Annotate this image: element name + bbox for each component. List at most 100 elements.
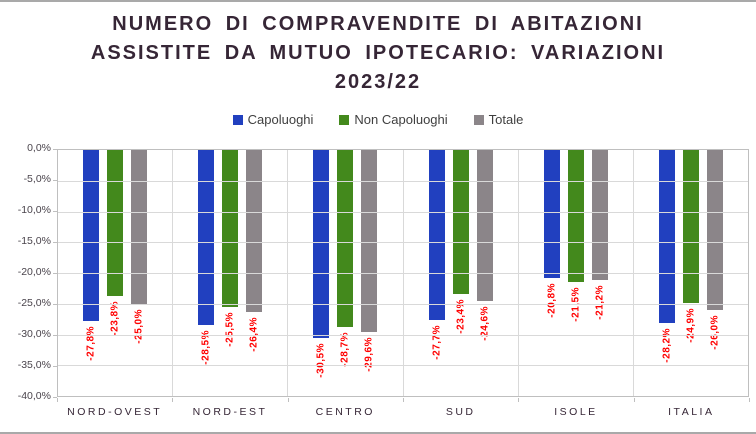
bar-totale <box>591 150 608 281</box>
bar-group-centro: -30,5% -28,7% -29,6% <box>288 150 404 396</box>
y-tick-mark <box>53 366 57 367</box>
y-tick-mark <box>53 335 57 336</box>
y-tick-mark <box>53 149 57 150</box>
bar-value-label: -23,8% <box>109 301 121 337</box>
chart-title: NUMERO DI COMPRAVENDITE DI ABITAZIONI AS… <box>0 10 756 97</box>
bar-value-label: -21,2% <box>594 285 606 321</box>
x-axis-label-nord-ovest: NORD-OVEST <box>67 406 163 418</box>
gridline <box>58 211 748 213</box>
bar-capoluoghi <box>198 150 215 326</box>
y-tick-mark <box>53 180 57 181</box>
bar-slot: -27,8% <box>83 150 100 396</box>
gridline <box>58 180 748 182</box>
bar-value-label: -28,7% <box>339 331 351 367</box>
bar-capoluoghi <box>313 150 330 338</box>
y-tick-mark <box>53 397 57 398</box>
bar-non-capoluoghi <box>107 150 124 297</box>
bar-non-capoluoghi <box>567 150 584 283</box>
y-tick-label: -40,0% <box>17 390 51 402</box>
bar-slot: -28,2% <box>658 150 675 396</box>
legend-label-non-capoluoghi: Non Capoluoghi <box>354 112 448 127</box>
legend-swatch-totale <box>473 114 484 125</box>
bar-capoluoghi <box>543 150 560 278</box>
bar-slot: -28,7% <box>337 150 354 396</box>
bar-capoluoghi <box>658 150 675 324</box>
bar-slot: -24,6% <box>476 150 493 396</box>
bar-group-italia: -28,2% -24,9% -26,0% <box>634 150 748 396</box>
y-tick-mark <box>53 242 57 243</box>
bar-non-capoluoghi <box>222 150 239 307</box>
x-axis-label-nord-est: NORD-EST <box>192 406 268 418</box>
bar-value-label: -24,9% <box>685 308 697 343</box>
bar-totale <box>246 150 263 313</box>
y-tick-mark <box>53 273 57 274</box>
bar-non-capoluoghi <box>337 150 354 327</box>
bar-slot: -25,5% <box>222 150 239 396</box>
gridline <box>58 242 748 244</box>
bar-value-label: -30,5% <box>315 342 327 378</box>
bar-slot: -30,5% <box>313 150 330 396</box>
bar-value-label: -25,0% <box>133 308 145 344</box>
x-tick-mark <box>633 398 635 402</box>
bar-value-label: -26,0% <box>709 314 721 350</box>
bar-slot: -21,5% <box>567 150 584 396</box>
legend-label-totale: Totale <box>488 112 524 127</box>
chart-title-line-2: ASSISTITE DA MUTUO IPOTECARIO: VARIAZION… <box>90 42 666 64</box>
bar-value-label: -25,5% <box>224 311 236 347</box>
y-tick-label: 0,0% <box>27 142 51 154</box>
bar-slot: -27,7% <box>428 150 445 396</box>
bar-totale <box>706 150 723 310</box>
gridline <box>58 334 748 336</box>
bar-slot: -25,0% <box>131 150 148 396</box>
legend-swatch-capoluoghi <box>232 114 243 125</box>
y-tick-label: -15,0% <box>17 235 51 247</box>
legend-item-capoluoghi: Capoluoghi <box>232 112 314 127</box>
gridline <box>58 303 748 305</box>
chart-title-line-3: 2023/22 <box>334 71 422 93</box>
bar-slot: -26,0% <box>706 150 723 396</box>
legend-swatch-non-capoluoghi <box>339 114 350 125</box>
chart-title-line-1: NUMERO DI COMPRAVENDITE DI ABITAZIONI <box>112 13 644 35</box>
bar-value-label: -24,6% <box>479 306 491 341</box>
legend-label-capoluoghi: Capoluoghi <box>247 112 314 127</box>
x-axis-labels: NORD-OVEST NORD-EST CENTRO SUD ISOLE ITALIA <box>57 406 749 418</box>
y-tick-label: -35,0% <box>17 359 51 371</box>
x-tick-mark <box>57 398 58 402</box>
bar-value-label: -20,8% <box>546 282 558 318</box>
bar-group-nord-ovest: -27,8% -23,8% -25,0% <box>58 150 174 396</box>
x-axis-label-isole: ISOLE <box>554 406 598 418</box>
bar-slot: -23,4% <box>452 150 469 396</box>
y-tick-label: -20,0% <box>17 266 51 278</box>
bar-totale <box>131 150 148 304</box>
gridline <box>58 273 748 274</box>
bar-slot: -29,6% <box>361 150 378 396</box>
x-tick-mark <box>172 398 174 402</box>
bar-capoluoghi <box>428 150 445 321</box>
y-tick-label: -10,0% <box>17 204 51 216</box>
bar-slot: -26,4% <box>246 150 263 396</box>
x-tick-mark <box>749 398 750 402</box>
y-tick-label: -25,0% <box>17 297 51 309</box>
y-tick-mark <box>53 211 57 212</box>
bar-value-label: -27,8% <box>85 325 97 361</box>
bar-slot: -23,8% <box>107 150 124 396</box>
y-tick-label: -30,0% <box>17 328 51 340</box>
bar-groups: -27,8% -23,8% -25,0% -28,5% -25,5% -26,4% -30,… <box>58 150 748 396</box>
bar-slot: -24,9% <box>682 150 699 396</box>
y-tick-mark <box>53 304 57 305</box>
bar-value-label: -27,7% <box>431 325 443 361</box>
legend: Capoluoghi Non Capoluoghi Totale <box>0 112 756 127</box>
bar-totale <box>476 150 493 302</box>
x-tick-mark <box>518 398 520 402</box>
legend-item-non-capoluoghi: Non Capoluoghi <box>339 112 448 127</box>
bar-slot: -28,5% <box>198 150 215 396</box>
x-tick-mark <box>287 398 289 402</box>
bar-slot: -21,2% <box>591 150 608 396</box>
legend-item-totale: Totale <box>473 112 524 127</box>
bar-value-label: -29,6% <box>363 337 375 372</box>
bar-non-capoluoghi <box>452 150 469 294</box>
x-axis-label-centro: CENTRO <box>315 406 375 418</box>
bar-slot: -20,8% <box>543 150 560 396</box>
x-axis-label-italia: ITALIA <box>668 406 715 418</box>
